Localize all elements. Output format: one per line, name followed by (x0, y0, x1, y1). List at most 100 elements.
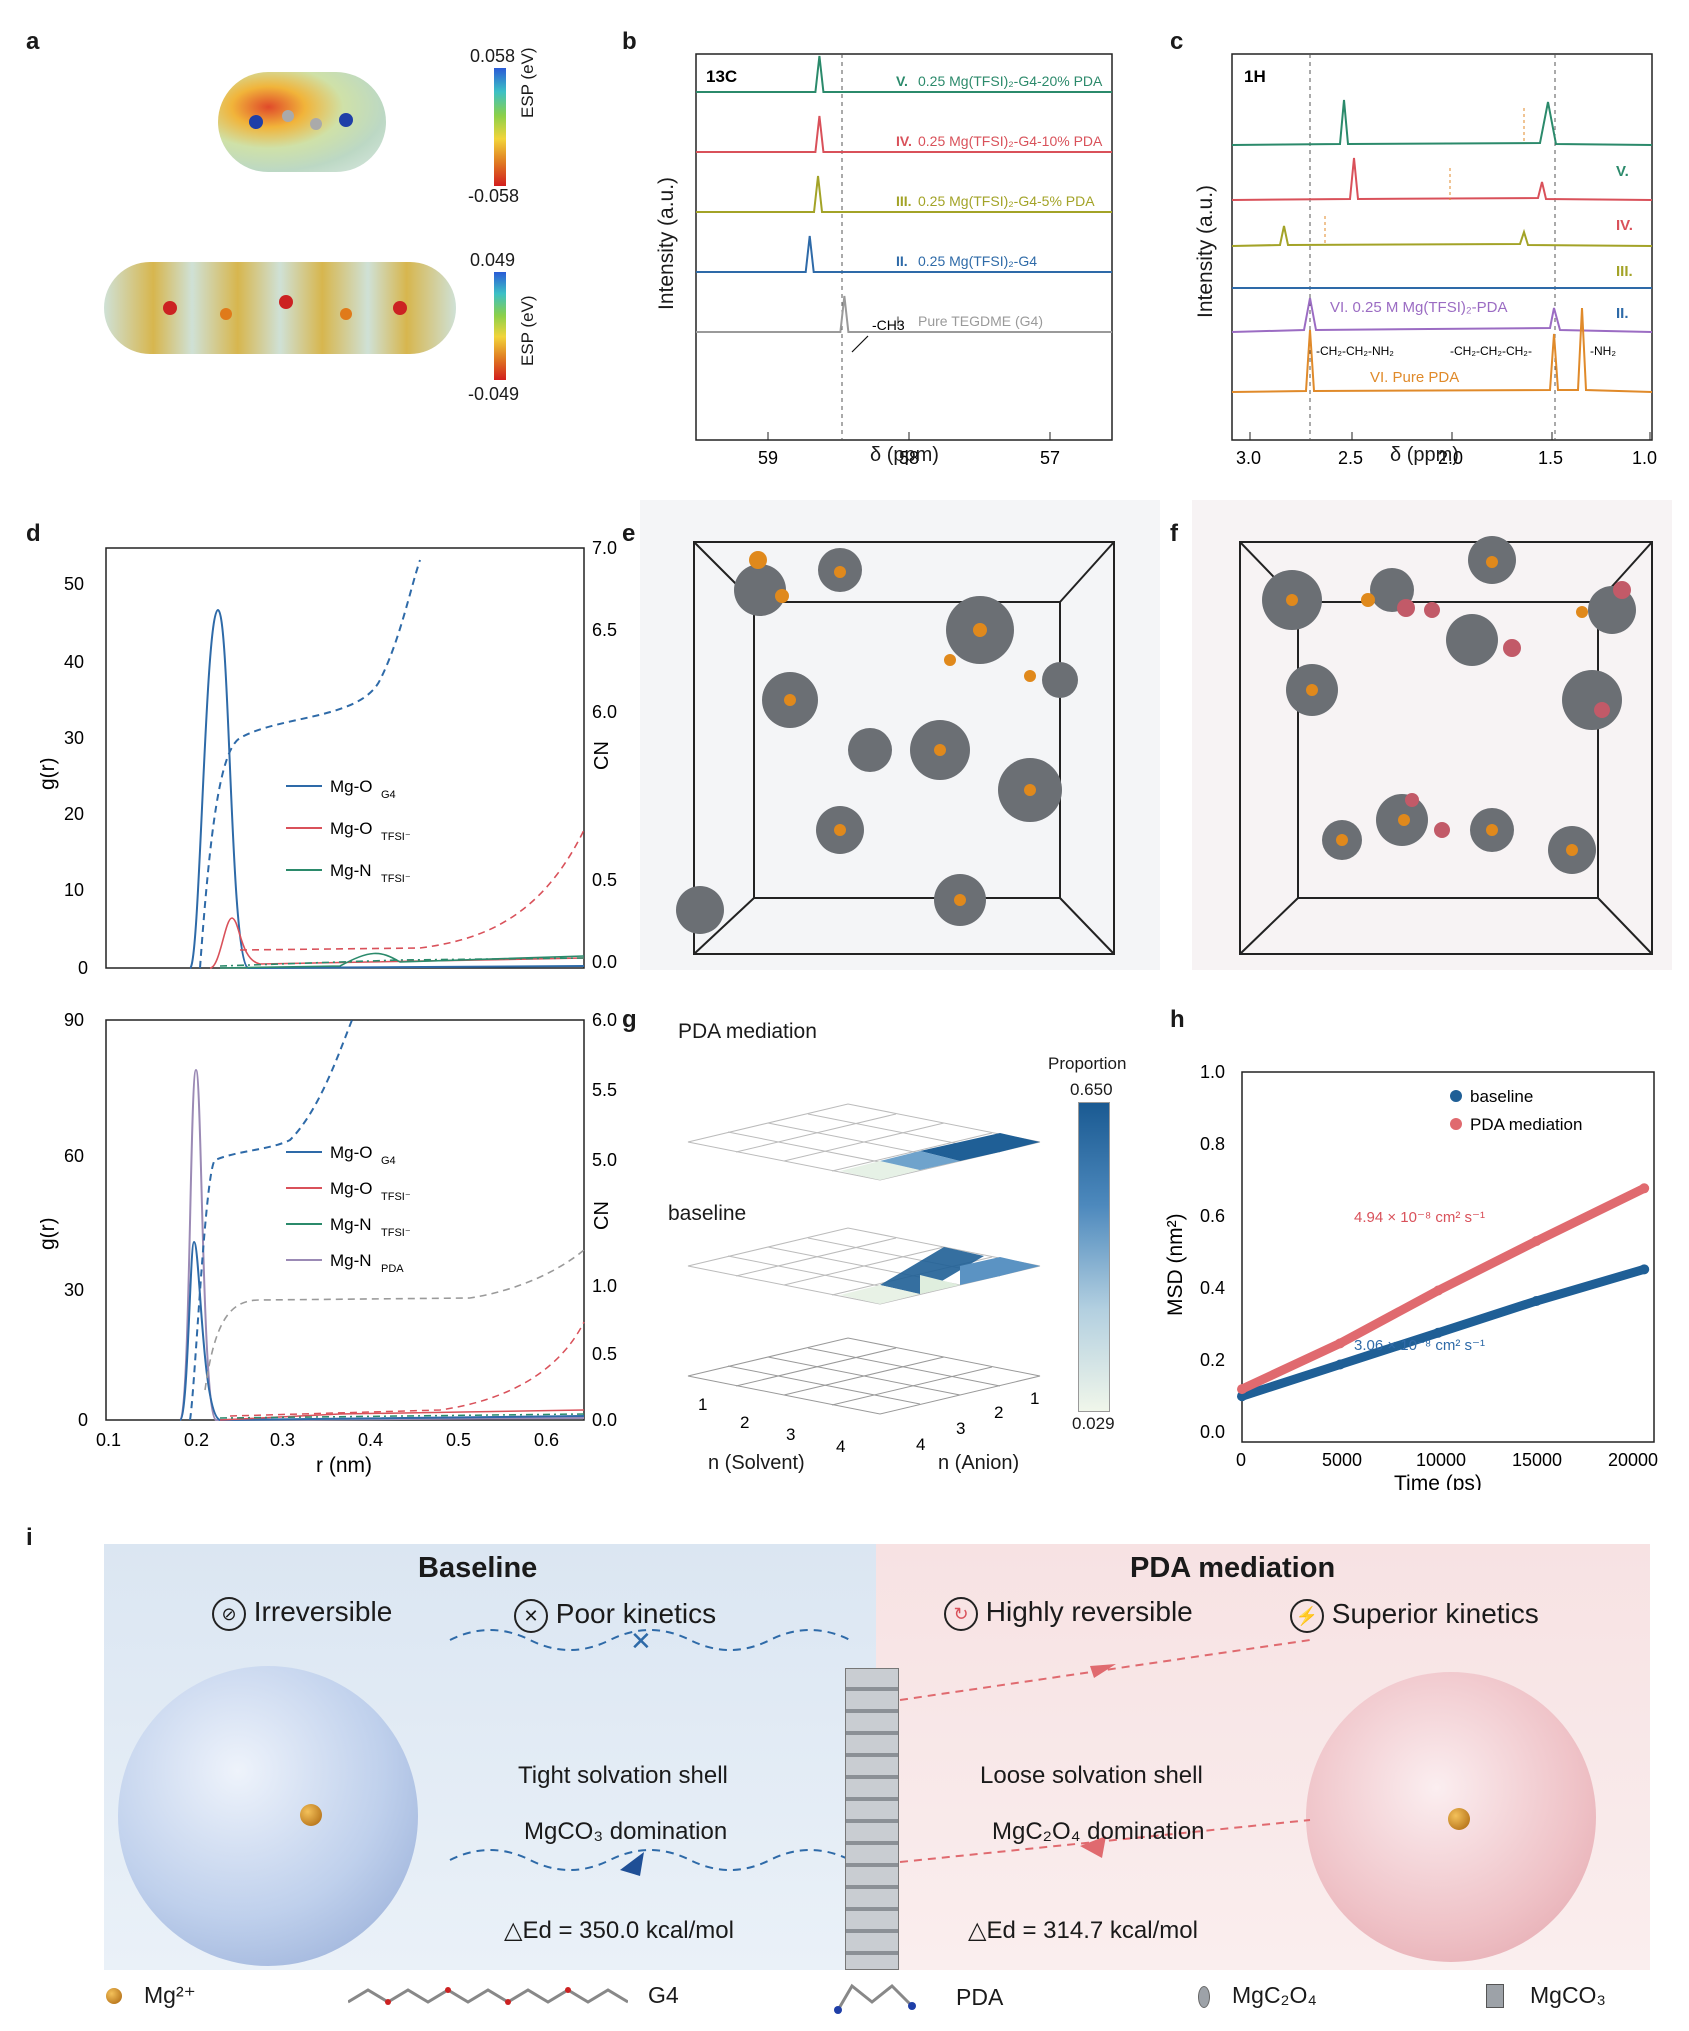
g-ytick-0: 1 (1030, 1389, 1039, 1408)
b-trace-roman-0: V. (896, 73, 908, 89)
h-ytick-2: 0.6 (1200, 1206, 1225, 1226)
d-top-y2-0: 7.0 (592, 538, 617, 558)
h-xtick-1: 5000 (1322, 1450, 1362, 1470)
c-trace6: VI. 0.25 M Mg(TFSI)₂-PDA (1330, 299, 1508, 316)
legend-mg: Mg²⁺ (144, 1982, 196, 2008)
i-right-dom: MgC₂O₄ domination (992, 1818, 1205, 1845)
d-top-leg-1: Mg-O (330, 819, 373, 838)
b-trace-label-0: 0.25 Mg(TFSI)₂-G4-20% PDA (918, 73, 1103, 89)
d-top-ytick-2: 30 (64, 728, 84, 748)
i-right-title: PDA mediation (1130, 1552, 1336, 1584)
b-traces: V. 0.25 Mg(TFSI)₂-G4-20% PDA IV. 0.25 Mg(TF… (696, 55, 1112, 333)
pda-atoms (249, 110, 353, 130)
panel-label-c: c (1170, 28, 1184, 55)
h-point-1-3 (1531, 1236, 1542, 1247)
b-trace-2 (696, 175, 1112, 213)
panel-label-i: i (26, 1524, 33, 1551)
b-nucleus: 13C (706, 67, 737, 86)
cb2-top: 0.049 (470, 250, 516, 270)
d-bot-leg-sub-0: G4 (381, 1155, 396, 1167)
poor-kinetics-icon: ✕ (514, 1598, 548, 1633)
panel-g-3d-grid: 1 2 3 4 1 2 3 4 (687, 1103, 1041, 1456)
panel-label-b: b (622, 28, 637, 55)
d-top-leg-sub-0: G4 (381, 789, 396, 801)
h-point-1-4 (1639, 1183, 1650, 1194)
panel-e-md-box (640, 500, 1160, 970)
h-ann-red: 4.94 × 10⁻⁸ cm² s⁻¹ (1354, 1209, 1485, 1226)
h-legend-dot-0 (1450, 1090, 1462, 1102)
d-top-ytick-5: 0 (78, 958, 88, 978)
h-ytick-5: 0.0 (1200, 1422, 1225, 1442)
d-bot-y2-5: 0.0 (592, 1410, 617, 1430)
d-top-ylabel: g(r) (40, 757, 59, 790)
irreversible-icon: ⊘ (212, 1596, 246, 1631)
d-xtick-4: 0.5 (446, 1430, 471, 1450)
svg-text:.: . (866, 459, 867, 461)
h-ytick-1: 0.8 (1200, 1134, 1225, 1154)
b-ylabel: Intensity (a.u.) (655, 176, 678, 310)
d-bot-ylabel: g(r) (40, 1217, 59, 1250)
d-bot-leg-1: Mg-O (330, 1179, 373, 1198)
b-trace-4 (696, 295, 1112, 333)
b-trace-3 (696, 235, 1112, 273)
h-point-0-2 (1433, 1327, 1444, 1338)
g-yaxis: n (Anion) (938, 1452, 1020, 1474)
g-xtick-0: 1 (698, 1395, 707, 1414)
i-right-e: △Ed = 314.7 kcal/mol (968, 1917, 1198, 1944)
legend-mgco3-icon (1486, 1984, 1504, 2008)
h-ytick-3: 0.4 (1200, 1278, 1225, 1298)
electrode-column (845, 1668, 899, 1970)
d-top-leg-2: Mg-N (330, 861, 372, 880)
i-right-feat-0: ↻ Highly reversible (944, 1596, 1193, 1631)
cb1-title: ESP (eV) (518, 47, 537, 118)
h-point-0-1 (1335, 1359, 1346, 1370)
g-cbar-max: 0.650 (1070, 1080, 1113, 1099)
i-left-feat-1: ✕ Poor kinetics (514, 1598, 716, 1633)
d-bot-ytick-3: 0 (78, 1410, 88, 1430)
h-point-1-0 (1237, 1384, 1247, 1395)
h-point-0-3 (1531, 1296, 1542, 1307)
b-xtick-2: 57 (1040, 448, 1060, 468)
h-xtick-3: 15000 (1512, 1450, 1562, 1470)
cb1-bottom: -0.058 (468, 186, 520, 206)
g-xtick-3: 4 (836, 1437, 845, 1456)
g4-atoms (163, 295, 407, 320)
d-bot-ytick-1: 60 (64, 1146, 84, 1166)
i-left-feat-0: ⊘ Irreversible (212, 1596, 392, 1631)
g-xtick-2: 3 (786, 1425, 795, 1444)
g-colorbar (1078, 1102, 1110, 1412)
d-bot-y2-3: 1.0 (592, 1276, 617, 1296)
h-ytick-4: 0.2 (1200, 1350, 1225, 1370)
c-roman-3: III. (1616, 263, 1633, 280)
h-series (1237, 1183, 1650, 1402)
h-point-1-2 (1433, 1285, 1444, 1296)
h-legend-0: baseline (1470, 1087, 1533, 1106)
legend-mgco3: MgCO₃ (1530, 1982, 1606, 2008)
i-right-feat-1: ⚡ Superior kinetics (1290, 1598, 1539, 1633)
c-roman-5: V. (1616, 163, 1629, 180)
mg-ion-right (1448, 1808, 1470, 1830)
legend-mg-icon (106, 1988, 122, 2004)
h-xtick-2: 10000 (1416, 1450, 1466, 1470)
h-xtick-0: 0 (1236, 1450, 1246, 1470)
d-bot-ytick-2: 30 (64, 1280, 84, 1300)
d-bot-leg-sub-2: TFSI⁻ (381, 1227, 411, 1239)
b-xtick-0: 59 (758, 448, 778, 468)
d-top-leg-sub-2: TFSI⁻ (381, 873, 411, 885)
d-top-y2-3: 0.5 (592, 870, 617, 890)
d-top-ytick-1: 40 (64, 652, 84, 672)
i-right-shell: Loose solvation shell (980, 1762, 1203, 1789)
legend-mgc2o4: MgC₂O₄ (1232, 1982, 1317, 2008)
d-xtick-3: 0.4 (358, 1430, 383, 1450)
panel-c-nmr: 1H V. IV. III. . II. VI. 0.25 M Mg(TFSI)… (1231, 53, 1657, 468)
b-trace-label-3: 0.25 Mg(TFSI)₂-G4 (918, 253, 1037, 269)
h-xtick-4: 20000 (1608, 1450, 1658, 1470)
panel-label-a: a (26, 28, 40, 55)
b-trace-0 (696, 55, 1112, 93)
d-top-y2-2: 6.0 (592, 702, 617, 722)
d-bot-y2label: CN (591, 1201, 613, 1230)
d-xtick-5: 0.6 (534, 1430, 559, 1450)
c-xlabel: δ (ppm) (1390, 444, 1459, 466)
d-bot-leg-sub-3: PDA (381, 1263, 404, 1275)
b-trace-label-4: Pure TEGDME (G4) (918, 313, 1043, 329)
